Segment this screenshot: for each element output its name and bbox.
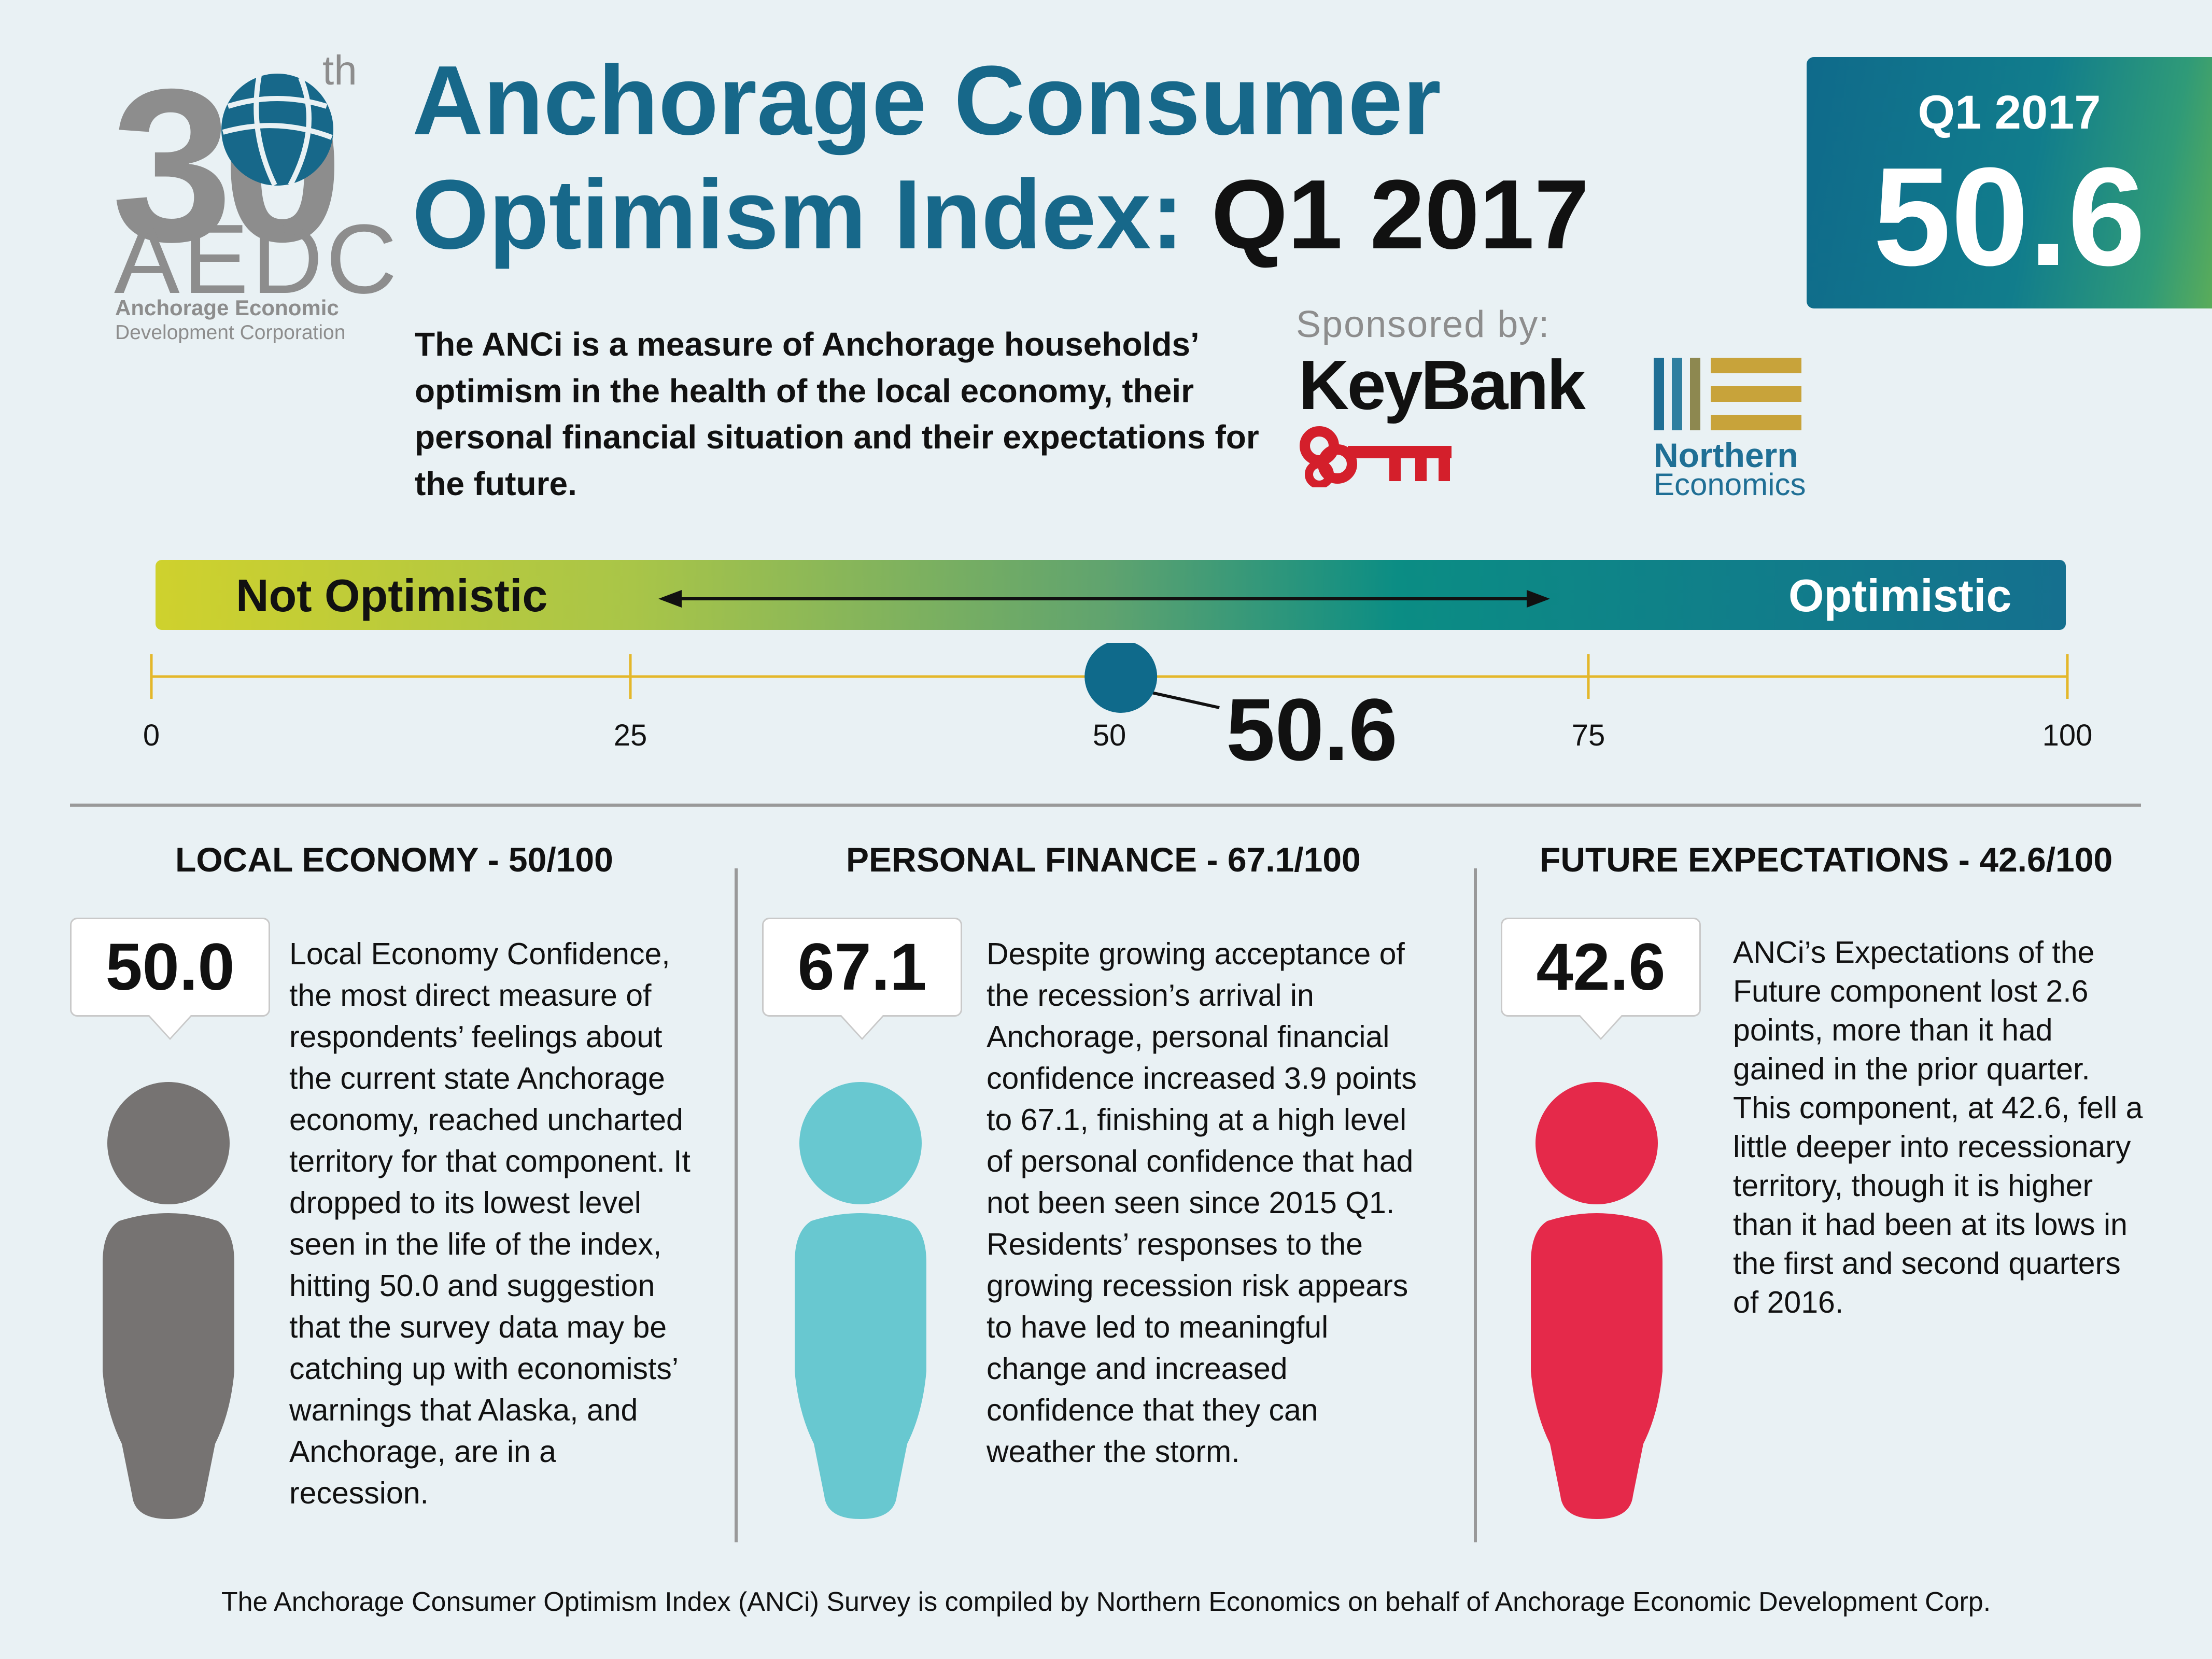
score-box: Q1 2017 50.6 xyxy=(1807,57,2212,308)
page-title-line1: Anchorage Consumer xyxy=(412,46,1441,156)
personal-finance-description: Despite growing acceptance of the recess… xyxy=(987,937,1417,1469)
score-box-quarter: Q1 2017 xyxy=(1918,86,2101,139)
northern-economics-line1: Northern xyxy=(1654,436,1798,474)
personal-finance-heading: PERSONAL FINANCE - 67.1/100 xyxy=(846,840,1361,879)
footer-note: The Anchorage Consumer Optimism Index (A… xyxy=(221,1587,1991,1617)
scale-tick-label-50: 50 xyxy=(1092,719,1126,752)
title-prefix: Optimism Index: xyxy=(412,160,1184,270)
scale-tick-label-75: 75 xyxy=(1571,719,1605,752)
column-divider-1 xyxy=(735,868,738,1542)
score-box-value: 50.6 xyxy=(1873,139,2146,295)
personal-finance-value-bubble: 67.1 xyxy=(762,918,962,1040)
keybank-wordmark: KeyBank xyxy=(1299,346,1586,424)
northern-economics-line2: Economics xyxy=(1654,467,1806,502)
scale-right-label: Optimistic xyxy=(1788,570,2012,621)
local-economy-value-bubble: 50.0 xyxy=(70,918,270,1040)
double-arrow-icon xyxy=(658,590,1550,608)
logo-acronym: AEDC xyxy=(114,204,400,314)
scale-tick-label-25: 25 xyxy=(613,719,647,752)
future-expectations-heading: FUTURE EXPECTATIONS - 42.6/100 xyxy=(1540,840,2113,879)
future-expectations-value-bubble: 42.6 xyxy=(1501,918,1701,1040)
sponsored-label: Sponsored by: xyxy=(1296,304,1551,345)
title-quarter: Q1 2017 xyxy=(1211,160,1589,270)
scale-tick-label-100: 100 xyxy=(2042,719,2093,752)
person-icon-red xyxy=(1531,1082,1662,1519)
local-economy-heading: LOCAL ECONOMY - 50/100 xyxy=(175,840,613,879)
logo-th: th xyxy=(322,47,357,93)
page-title-line2: Optimism Index: Q1 2017 xyxy=(412,158,1589,272)
northern-economics-icon xyxy=(1654,358,1801,430)
column-divider-2 xyxy=(1474,868,1477,1542)
logo-org-line2: Development Corporation xyxy=(115,321,346,344)
person-icon-teal xyxy=(795,1082,926,1519)
scale-axis xyxy=(150,643,2069,713)
scale-tick-label-0: 0 xyxy=(143,719,160,752)
local-economy-description: Local Economy Confidence, the most direc… xyxy=(289,937,691,1510)
section-divider xyxy=(70,804,2141,807)
scale-value-label: 50.6 xyxy=(1226,681,1398,779)
intro-text: The ANCi is a measure of Anchorage house… xyxy=(415,326,1259,502)
scale-value-marker xyxy=(1084,643,1158,713)
future-expectations-description: ANCi’s Expectations of the Future compon… xyxy=(1733,935,2143,1319)
optimism-scale-bar xyxy=(156,560,2066,630)
person-icon-gray xyxy=(103,1082,234,1519)
globe-icon xyxy=(221,74,333,187)
key-icon xyxy=(1300,426,1452,487)
scale-left-label: Not Optimistic xyxy=(236,570,548,621)
logo-org-line1: Anchorage Economic xyxy=(115,296,339,320)
